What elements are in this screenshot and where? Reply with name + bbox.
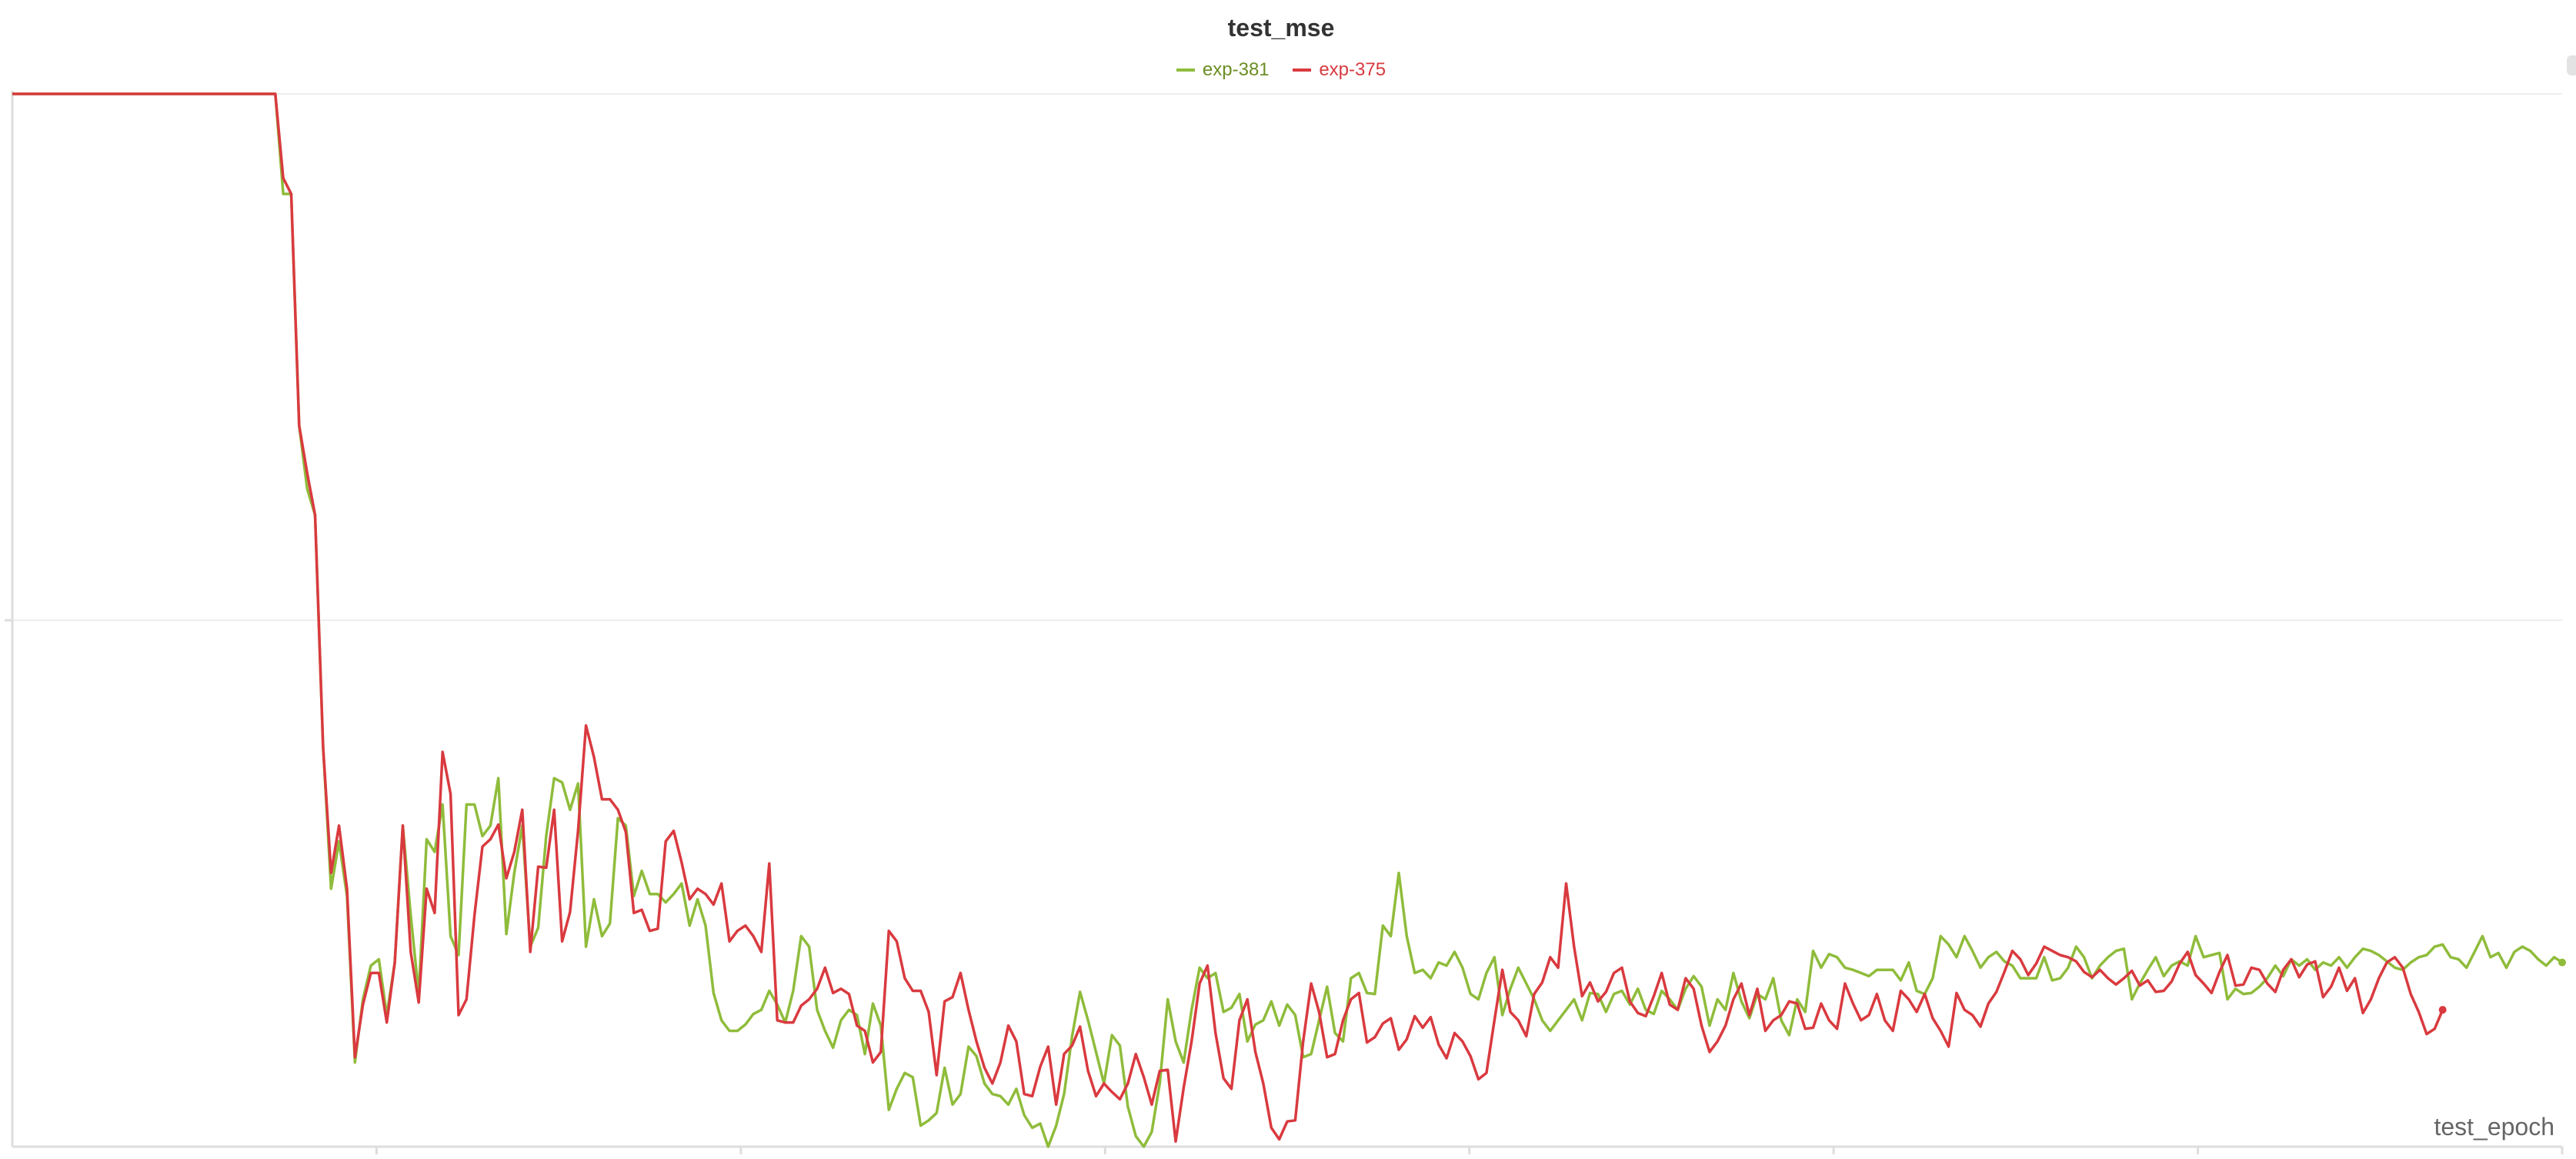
series-end-point-exp-381 — [2558, 958, 2566, 967]
legend-label: exp-375 — [1319, 59, 1386, 80]
legend-item-exp-381[interactable]: exp-381 — [1176, 59, 1270, 81]
panel-resize-handle[interactable] — [2567, 55, 2576, 75]
legend-swatch-red — [1293, 68, 1312, 72]
chart-title: test_mse — [1227, 14, 1335, 42]
x-axis-label: test_epoch — [2434, 1113, 2554, 1141]
legend-item-exp-375[interactable]: exp-375 — [1293, 59, 1386, 81]
legend-label: exp-381 — [1202, 59, 1270, 80]
series-line-exp-375 — [12, 92, 2444, 1143]
legend: exp-381 exp-375 — [0, 55, 2562, 81]
series-end-point-exp-375 — [2438, 1006, 2447, 1014]
legend-swatch-green — [1176, 68, 1195, 72]
